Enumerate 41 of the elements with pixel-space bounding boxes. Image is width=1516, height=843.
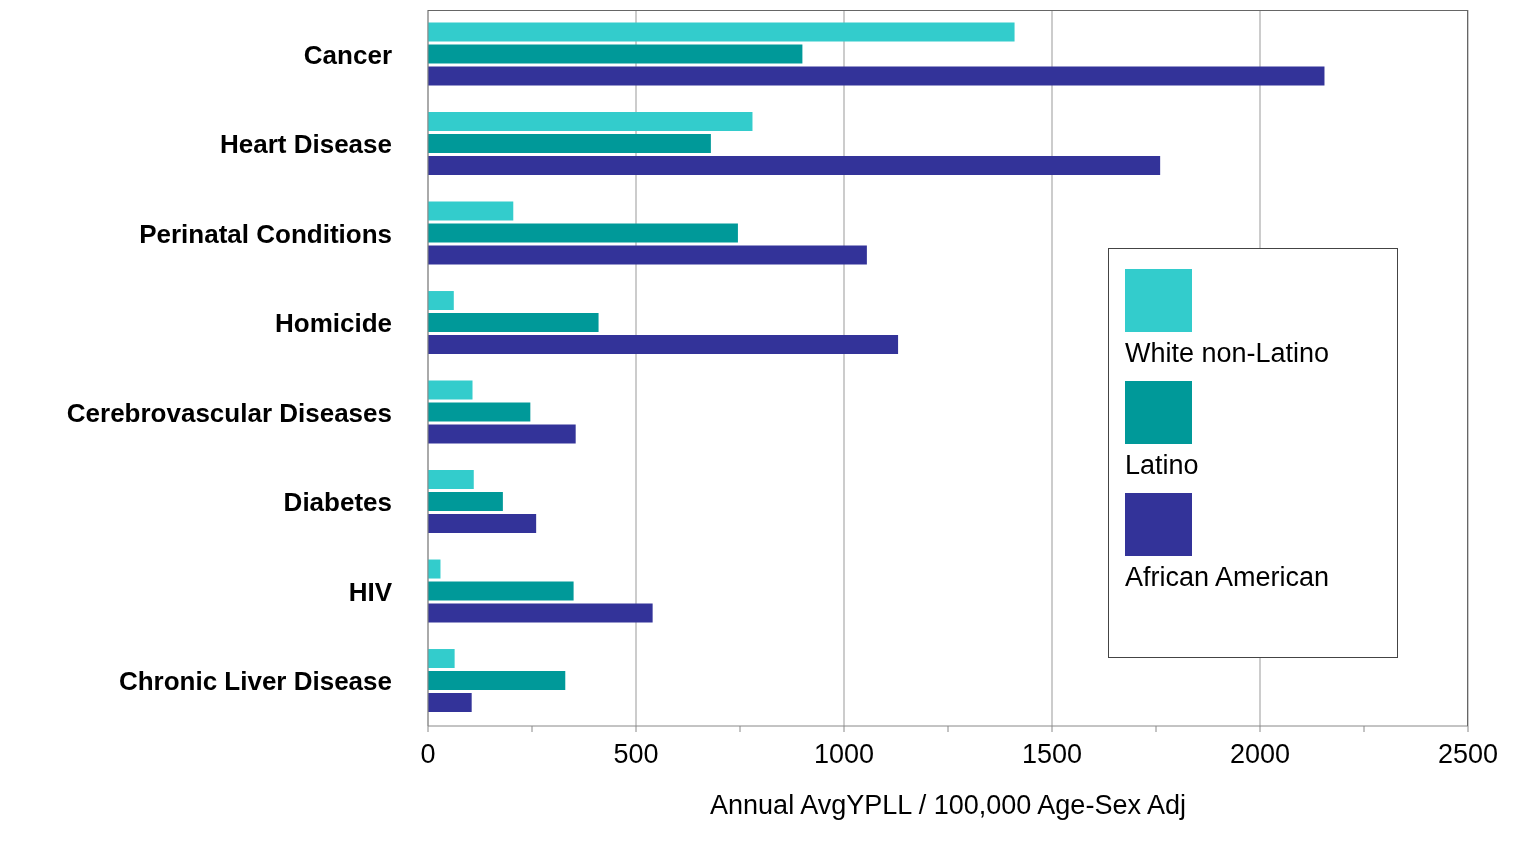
bar xyxy=(428,313,599,333)
y-tick-label: Cancer xyxy=(303,39,392,70)
y-tick-label: Homicide xyxy=(274,308,392,339)
y-tick-label: Chronic Liver Disease xyxy=(118,666,392,697)
y-tick-label: Perinatal Conditions xyxy=(139,218,392,249)
bar xyxy=(428,335,899,355)
bar xyxy=(428,380,473,400)
x-tick-label: 2000 xyxy=(1229,739,1291,770)
bar xyxy=(428,201,514,221)
bar xyxy=(428,134,711,154)
bar xyxy=(428,649,455,669)
bar xyxy=(428,291,454,311)
bar xyxy=(428,581,574,601)
x-tick-label: 1500 xyxy=(1021,739,1083,770)
bar xyxy=(428,22,1015,42)
bar xyxy=(428,514,537,534)
x-tick-label: 2500 xyxy=(1437,739,1499,770)
x-axis-title: Annual AvgYPLL / 100,000 Age-Sex Adj xyxy=(710,790,1186,820)
x-tick-label: 0 xyxy=(420,739,436,770)
y-tick-label: Cerebrovascular Diseases xyxy=(66,397,392,428)
bar xyxy=(428,424,576,444)
bar xyxy=(428,66,1325,86)
y-tick-label: Diabetes xyxy=(283,487,392,518)
legend-label: White non-Latino xyxy=(1125,338,1331,369)
legend-label: African American xyxy=(1125,562,1331,593)
x-tick-label: 1000 xyxy=(813,739,875,770)
bar xyxy=(428,245,867,265)
bar xyxy=(428,44,803,64)
bar xyxy=(428,112,753,132)
bar xyxy=(428,671,566,691)
bar xyxy=(428,156,1161,176)
bar xyxy=(428,470,474,490)
legend-label: Latino xyxy=(1125,450,1200,481)
y-tick-label: HIV xyxy=(348,576,393,607)
y-tick-label: Heart Disease xyxy=(220,129,392,160)
bar xyxy=(428,603,653,623)
x-tick-label: 500 xyxy=(613,739,659,770)
bar xyxy=(428,492,503,512)
bar xyxy=(428,693,472,713)
bar xyxy=(428,402,531,422)
bar xyxy=(428,223,738,243)
